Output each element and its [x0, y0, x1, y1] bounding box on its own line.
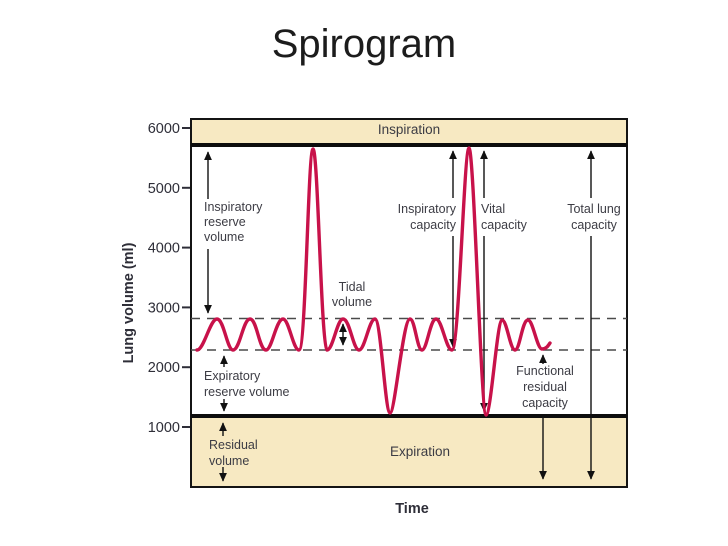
frc-label-line3: capacity [522, 396, 569, 410]
plot-border [190, 118, 628, 488]
tidal-label-line2: volume [332, 295, 372, 309]
irv-label-line1: Inspiratory [204, 200, 263, 214]
page-title: Spirogram [271, 22, 457, 66]
vc-label-line2: capacity [481, 218, 528, 232]
y-tick-6000: 6000 [148, 121, 180, 137]
ic-label-line2: capacity [410, 218, 457, 232]
expiration-band [191, 418, 627, 487]
annotation-labels: Inspiratory reserve volume Tidal volume … [204, 200, 621, 468]
rv-label-line1: Residual [209, 438, 258, 452]
y-axis-ticks [182, 127, 190, 428]
irv-label-line3: volume [204, 230, 244, 244]
y-tick-1000: 1000 [148, 420, 180, 436]
frc-label-line1: Functional [516, 364, 574, 378]
y-axis-label: Lung volume (ml) [121, 242, 137, 363]
y-tick-2000: 2000 [148, 360, 180, 376]
annotation-arrows [204, 150, 595, 482]
tidal-label-line1: Tidal [339, 280, 366, 294]
inspiration-band [191, 119, 627, 143]
y-tick-5000: 5000 [148, 181, 180, 197]
expiration-band-label: Expiration [390, 444, 450, 459]
y-tick-4000: 4000 [148, 241, 180, 257]
x-axis-label: Time [395, 501, 429, 517]
rv-label-line2: volume [209, 454, 249, 468]
erv-label-line1: Expiratory [204, 369, 261, 383]
erv-label-line2: reserve volume [204, 385, 289, 399]
ic-label-line1: Inspiratory [398, 202, 457, 216]
tlc-label-line2: capacity [571, 218, 618, 232]
vc-label-line1: Vital [481, 202, 505, 216]
tlc-label-line1: Total lung [567, 202, 621, 216]
frc-label-line2: residual [523, 380, 567, 394]
irv-label-line2: reserve [204, 215, 246, 229]
lung-volume-trace [195, 146, 552, 417]
y-tick-3000: 3000 [148, 301, 180, 317]
inspiration-band-label: Inspiration [378, 122, 440, 137]
